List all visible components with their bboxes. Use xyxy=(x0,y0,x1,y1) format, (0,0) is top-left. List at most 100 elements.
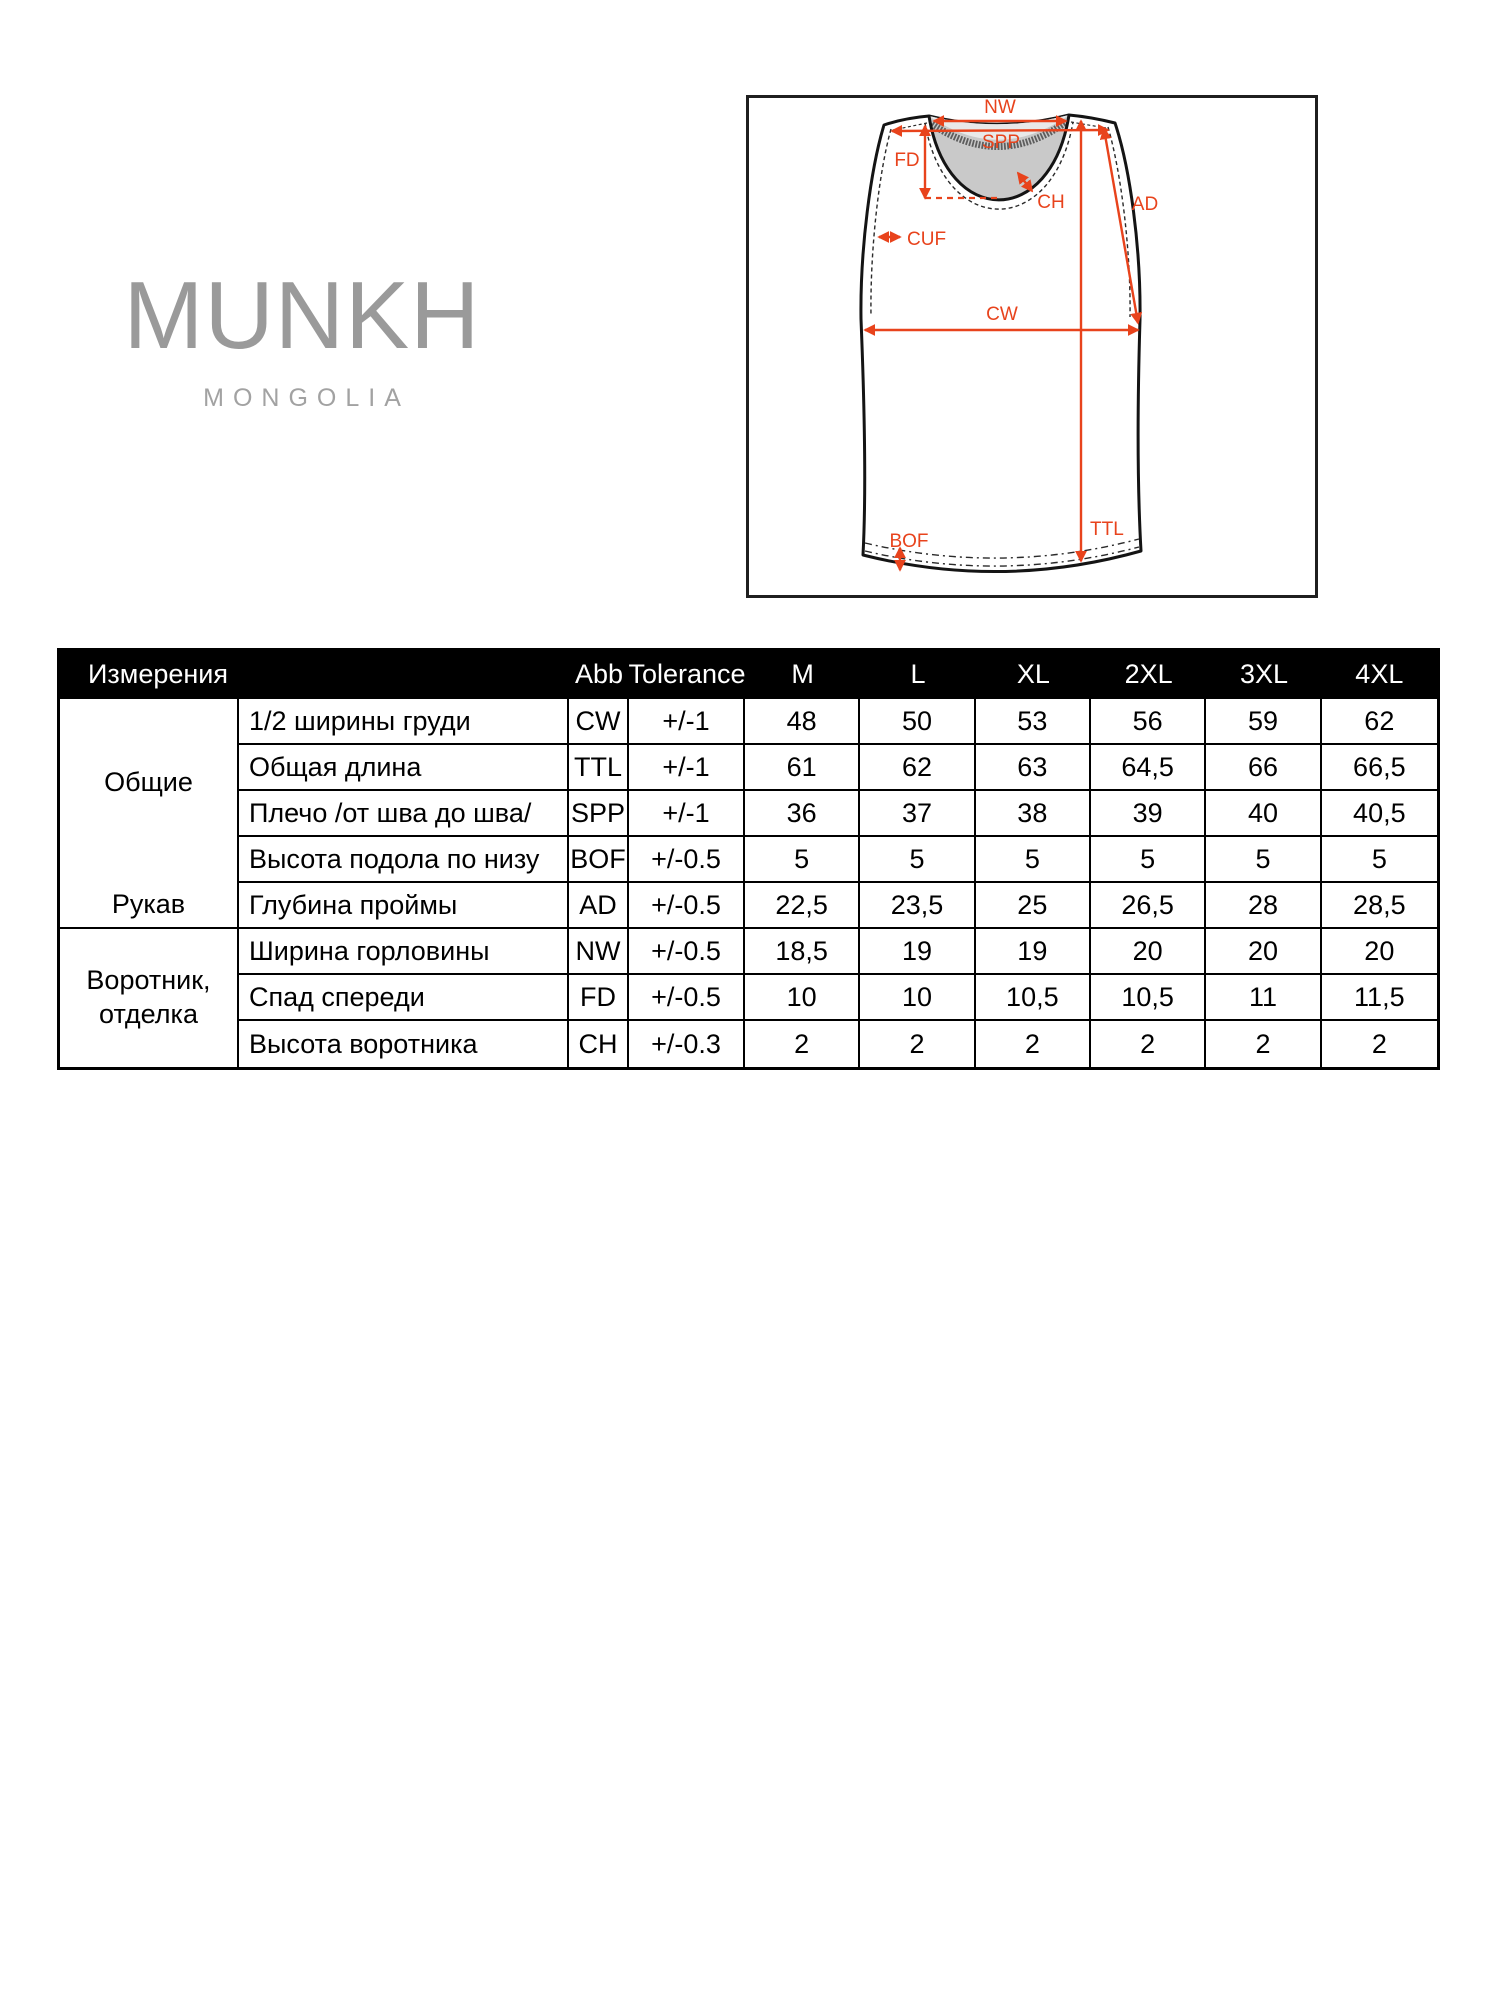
size-table: Измерения Abb Tolerance M L XL 2XL 3XL 4… xyxy=(57,648,1440,1070)
bof-label: BOF xyxy=(889,531,928,552)
size-value-cell: 5 xyxy=(1206,837,1322,883)
size-value-cell: 25 xyxy=(975,883,1091,929)
group-label-sleeve: Рукав xyxy=(111,888,186,919)
nw-label: NW xyxy=(984,98,1016,118)
measurement-name-cell: 1/2 ширины груди xyxy=(239,699,569,745)
column-header-size-4xl: 4XL xyxy=(1321,651,1437,699)
size-value-cell: 20 xyxy=(1206,929,1322,975)
size-value-cell: 2 xyxy=(1321,1021,1437,1067)
spp-label: SPP xyxy=(982,132,1020,153)
size-value-cell: 39 xyxy=(1091,791,1207,837)
abb-cell: CH xyxy=(569,1021,629,1067)
measurement-name-cell: Спад спереди xyxy=(239,975,569,1021)
size-value-cell: 50 xyxy=(860,699,976,745)
size-value-cell: 40,5 xyxy=(1321,791,1437,837)
size-value-cell: 26,5 xyxy=(1091,883,1207,929)
size-value-cell: 5 xyxy=(1091,837,1207,883)
tolerance-cell: +/-1 xyxy=(629,791,745,837)
size-value-cell: 66,5 xyxy=(1321,745,1437,791)
row-group-general-sleeve: Общие Рукав xyxy=(60,699,239,929)
measurement-name-cell: Ширина горловины xyxy=(239,929,569,975)
column-header-measurements: Измерения xyxy=(60,651,569,699)
measurement-name-cell: Плечо /от шва до шва/ xyxy=(239,791,569,837)
size-value-cell: 28,5 xyxy=(1321,883,1437,929)
row-group-collar: Воротник, отделка xyxy=(60,929,239,1067)
size-value-cell: 61 xyxy=(745,745,861,791)
garment-diagram: NW SPP FD CH AD CUF CW TTL BOF xyxy=(746,95,1318,598)
abb-cell: TTL xyxy=(569,745,629,791)
size-value-cell: 40 xyxy=(1206,791,1322,837)
size-value-cell: 10 xyxy=(860,975,976,1021)
size-value-cell: 20 xyxy=(1091,929,1207,975)
size-value-cell: 56 xyxy=(1091,699,1207,745)
tolerance-cell: +/-0.5 xyxy=(629,929,745,975)
abb-cell: BOF xyxy=(569,837,629,883)
ttl-label: TTL xyxy=(1090,519,1124,540)
size-value-cell: 19 xyxy=(975,929,1091,975)
size-value-cell: 62 xyxy=(860,745,976,791)
size-value-cell: 2 xyxy=(860,1021,976,1067)
size-value-cell: 38 xyxy=(975,791,1091,837)
column-header-size-xl: XL xyxy=(975,651,1091,699)
ad-line xyxy=(1099,127,1143,325)
size-value-cell: 2 xyxy=(745,1021,861,1067)
ch-line xyxy=(1016,171,1034,193)
size-value-cell: 23,5 xyxy=(860,883,976,929)
measurement-name-cell: Общая длина xyxy=(239,745,569,791)
size-value-cell: 37 xyxy=(860,791,976,837)
abb-cell: NW xyxy=(569,929,629,975)
column-header-size-m: M xyxy=(745,651,861,699)
brand-logo: MUNKH MONGOLIA xyxy=(118,268,486,413)
size-value-cell: 28 xyxy=(1206,883,1322,929)
column-header-size-l: L xyxy=(860,651,976,699)
size-value-cell: 10 xyxy=(745,975,861,1021)
measurement-name-cell: Высота подола по низу xyxy=(239,837,569,883)
size-value-cell: 5 xyxy=(975,837,1091,883)
abb-cell: CW xyxy=(569,699,629,745)
abb-cell: AD xyxy=(569,883,629,929)
size-value-cell: 19 xyxy=(860,929,976,975)
abb-cell: FD xyxy=(569,975,629,1021)
group-label-general: Общие xyxy=(104,766,193,797)
fd-label: FD xyxy=(894,150,919,171)
cuf-label: CUF xyxy=(907,229,946,250)
size-value-cell: 36 xyxy=(745,791,861,837)
ch-label: CH xyxy=(1037,192,1064,213)
tolerance-cell: +/-0.3 xyxy=(629,1021,745,1067)
column-header-size-2xl: 2XL xyxy=(1091,651,1207,699)
size-value-cell: 11,5 xyxy=(1321,975,1437,1021)
tolerance-cell: +/-0.5 xyxy=(629,975,745,1021)
cw-label: CW xyxy=(986,304,1018,325)
size-value-cell: 2 xyxy=(1091,1021,1207,1067)
tank-top-drawing: NW SPP FD CH AD CUF CW TTL BOF xyxy=(859,98,1158,574)
size-value-cell: 5 xyxy=(745,837,861,883)
group-label-collar-line1: Воротник, xyxy=(86,965,211,996)
measurement-name-cell: Высота воротника xyxy=(239,1021,569,1067)
tolerance-cell: +/-0.5 xyxy=(629,837,745,883)
size-value-cell: 66 xyxy=(1206,745,1322,791)
size-value-cell: 2 xyxy=(975,1021,1091,1067)
size-value-cell: 5 xyxy=(860,837,976,883)
size-value-cell: 11 xyxy=(1206,975,1322,1021)
size-value-cell: 59 xyxy=(1206,699,1322,745)
brand-subtitle: MONGOLIA xyxy=(203,384,410,412)
measurement-name-cell: Глубина проймы xyxy=(239,883,569,929)
ad-label: AD xyxy=(1132,194,1158,215)
garment-outline xyxy=(859,113,1143,574)
column-header-tolerance: Tolerance xyxy=(629,651,745,699)
tolerance-cell: +/-0.5 xyxy=(629,883,745,929)
tolerance-cell: +/-1 xyxy=(629,699,745,745)
size-value-cell: 22,5 xyxy=(745,883,861,929)
measurement-annotations xyxy=(863,115,1143,572)
brand-name: MUNKH xyxy=(123,262,481,369)
size-value-cell: 2 xyxy=(1206,1021,1322,1067)
size-value-cell: 18,5 xyxy=(745,929,861,975)
size-value-cell: 20 xyxy=(1321,929,1437,975)
size-value-cell: 62 xyxy=(1321,699,1437,745)
size-value-cell: 53 xyxy=(975,699,1091,745)
size-value-cell: 5 xyxy=(1321,837,1437,883)
size-value-cell: 10,5 xyxy=(975,975,1091,1021)
size-value-cell: 48 xyxy=(745,699,861,745)
column-header-size-3xl: 3XL xyxy=(1206,651,1322,699)
